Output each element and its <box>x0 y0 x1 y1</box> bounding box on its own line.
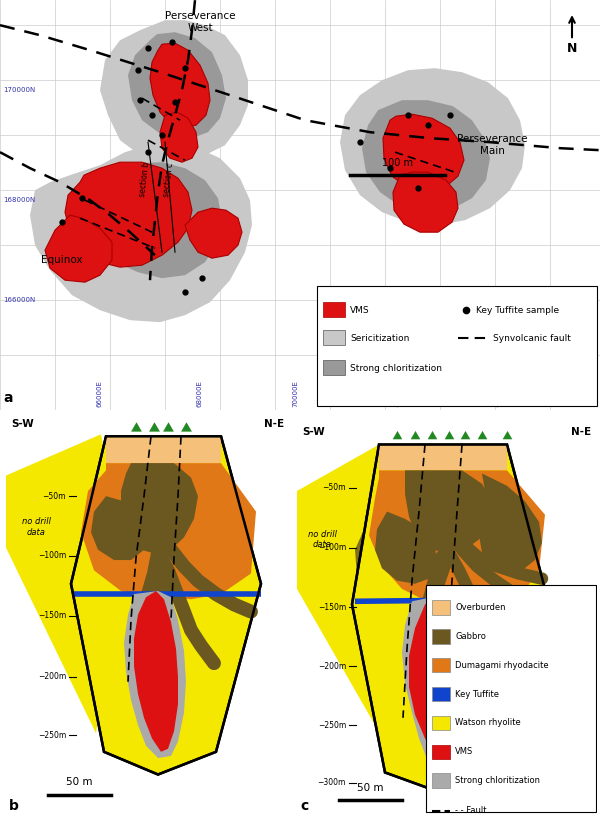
Polygon shape <box>71 437 261 775</box>
Polygon shape <box>185 208 242 258</box>
Polygon shape <box>121 463 198 554</box>
Polygon shape <box>362 101 490 212</box>
Polygon shape <box>297 445 397 725</box>
Text: 100 m: 100 m <box>382 158 413 168</box>
Polygon shape <box>88 162 222 279</box>
Text: 72000E: 72000E <box>397 381 403 407</box>
Text: −250m: −250m <box>38 731 66 740</box>
Text: Synvolcanic fault: Synvolcanic fault <box>493 334 571 343</box>
Text: Perseverance
West: Perseverance West <box>165 12 235 33</box>
Text: 74000E: 74000E <box>497 381 503 407</box>
Text: −250m: −250m <box>318 720 346 729</box>
FancyBboxPatch shape <box>432 600 450 615</box>
Text: 66000E: 66000E <box>97 381 103 407</box>
Polygon shape <box>106 437 221 463</box>
Text: VMS: VMS <box>455 747 473 756</box>
Polygon shape <box>369 471 545 604</box>
Polygon shape <box>150 43 210 129</box>
Polygon shape <box>383 115 464 192</box>
FancyBboxPatch shape <box>432 716 450 730</box>
Polygon shape <box>405 471 492 553</box>
Polygon shape <box>100 20 248 160</box>
Text: Dumagami rhyodacite: Dumagami rhyodacite <box>455 661 548 670</box>
Text: Overburden: Overburden <box>455 603 505 612</box>
Text: 170000N: 170000N <box>3 87 35 93</box>
Polygon shape <box>479 474 542 574</box>
Text: section c: section c <box>162 162 175 197</box>
Text: Watson rhyolite: Watson rhyolite <box>455 719 521 728</box>
FancyBboxPatch shape <box>323 302 345 317</box>
Polygon shape <box>45 215 112 282</box>
Text: N-E: N-E <box>264 419 284 429</box>
FancyBboxPatch shape <box>323 330 345 345</box>
Text: 166000N: 166000N <box>3 297 35 303</box>
Text: VMS: VMS <box>350 306 370 315</box>
Text: 70000E: 70000E <box>292 381 298 407</box>
Text: −200m: −200m <box>318 662 346 671</box>
Polygon shape <box>352 445 549 793</box>
Text: S-W: S-W <box>302 427 325 438</box>
Polygon shape <box>124 591 186 758</box>
Text: −200m: −200m <box>38 672 66 681</box>
Text: c: c <box>300 798 308 812</box>
Text: section b: section b <box>138 162 151 197</box>
Polygon shape <box>6 434 121 733</box>
Text: 168000N: 168000N <box>3 197 35 204</box>
Text: no drill
data: no drill data <box>308 530 337 549</box>
Text: −150m: −150m <box>38 611 66 620</box>
Text: - - Fault: - - Fault <box>455 806 487 815</box>
Polygon shape <box>340 68 525 225</box>
FancyBboxPatch shape <box>426 585 596 812</box>
Text: N: N <box>567 42 577 55</box>
Text: a: a <box>3 391 13 405</box>
Polygon shape <box>393 172 458 232</box>
Polygon shape <box>375 512 437 583</box>
Polygon shape <box>30 143 252 322</box>
Text: Strong chloritization: Strong chloritization <box>350 363 442 372</box>
Text: −100m: −100m <box>38 551 66 560</box>
Text: −100m: −100m <box>318 543 346 552</box>
Text: b: b <box>9 798 19 812</box>
Text: N-E: N-E <box>571 427 591 438</box>
Text: Gabbro: Gabbro <box>455 632 486 641</box>
Text: −50m: −50m <box>323 484 346 493</box>
Polygon shape <box>145 130 200 165</box>
Text: Key Tuffite sample: Key Tuffite sample <box>476 306 559 315</box>
FancyBboxPatch shape <box>432 774 450 788</box>
Polygon shape <box>160 112 198 162</box>
Text: S-W: S-W <box>11 419 34 429</box>
FancyBboxPatch shape <box>432 687 450 701</box>
Text: 68000E: 68000E <box>197 381 203 407</box>
Polygon shape <box>65 162 192 267</box>
Polygon shape <box>355 527 377 599</box>
Text: Perseverance
Main: Perseverance Main <box>457 134 527 156</box>
Text: 50 m: 50 m <box>66 777 92 787</box>
Text: −150m: −150m <box>318 603 346 612</box>
Polygon shape <box>379 445 507 471</box>
Text: 50 m: 50 m <box>357 783 383 793</box>
Polygon shape <box>409 597 469 770</box>
Text: Key Tuffite: Key Tuffite <box>455 690 499 699</box>
Text: Equinox: Equinox <box>41 255 83 265</box>
Polygon shape <box>134 591 178 751</box>
FancyBboxPatch shape <box>432 658 450 672</box>
Polygon shape <box>402 597 472 776</box>
Text: Strong chloritization: Strong chloritization <box>455 776 540 785</box>
Polygon shape <box>81 507 106 625</box>
Polygon shape <box>91 496 148 560</box>
Text: −50m: −50m <box>43 492 66 501</box>
FancyBboxPatch shape <box>432 745 450 759</box>
Polygon shape <box>81 463 256 599</box>
FancyBboxPatch shape <box>432 630 450 644</box>
Text: no drill
data: no drill data <box>22 517 50 536</box>
Text: Sericitization: Sericitization <box>350 334 409 343</box>
FancyBboxPatch shape <box>317 286 597 406</box>
Text: −300m: −300m <box>317 778 346 787</box>
FancyBboxPatch shape <box>323 360 345 375</box>
Polygon shape <box>128 32 226 138</box>
